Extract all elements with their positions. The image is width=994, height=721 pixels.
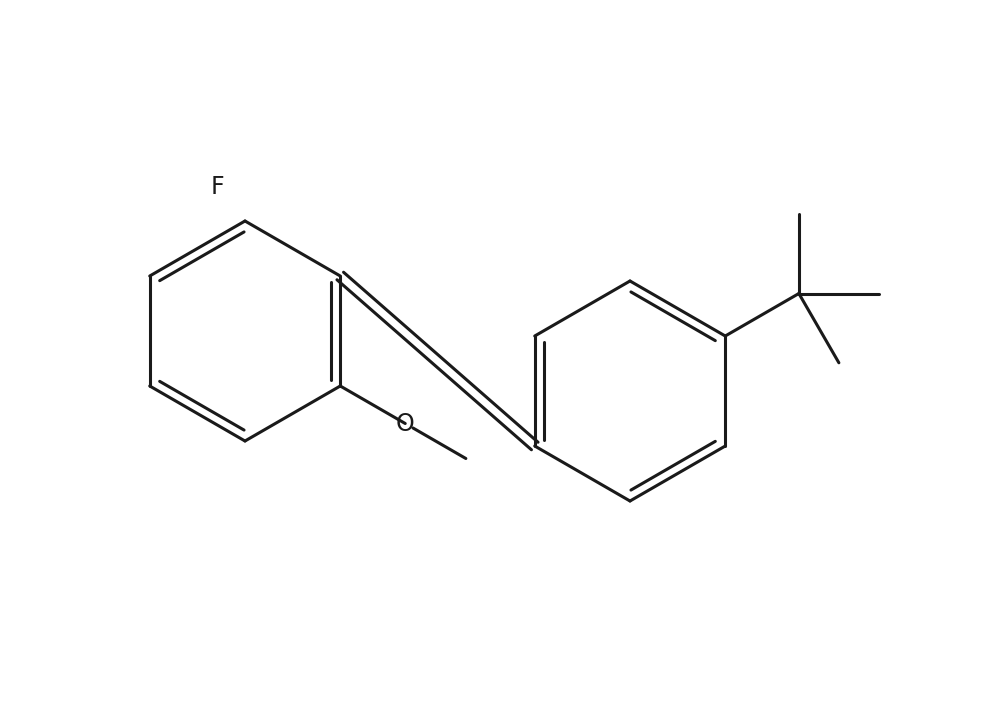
Text: F: F xyxy=(210,175,224,199)
Text: O: O xyxy=(396,412,414,435)
